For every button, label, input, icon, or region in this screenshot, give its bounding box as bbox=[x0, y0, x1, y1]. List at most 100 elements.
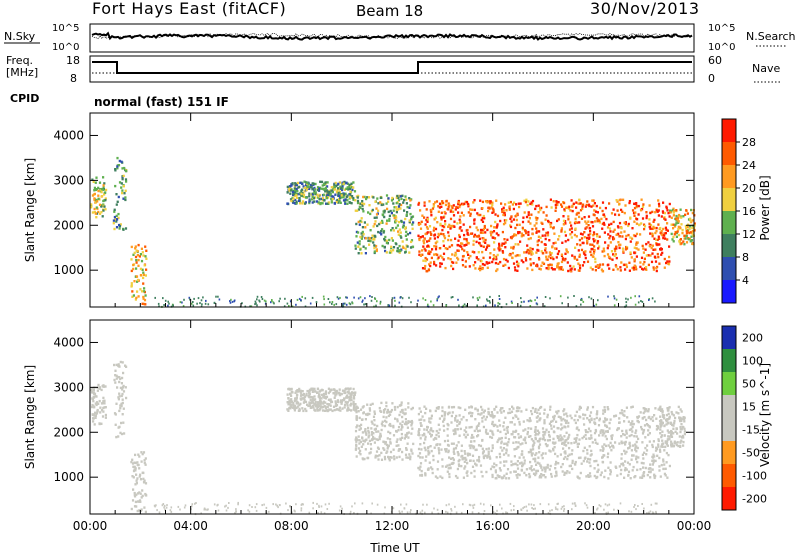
echo-cell bbox=[373, 419, 376, 422]
echo-cell bbox=[235, 508, 237, 511]
echo-cell bbox=[452, 458, 455, 461]
echo-cell bbox=[479, 502, 482, 505]
echo-cell bbox=[482, 415, 485, 418]
echo-cell bbox=[275, 503, 277, 506]
echo-cell bbox=[464, 465, 467, 468]
echo-cell bbox=[380, 451, 383, 455]
echo-cell bbox=[118, 365, 121, 368]
echo-cell bbox=[665, 228, 668, 231]
echo-cell bbox=[535, 463, 538, 466]
echo-cell bbox=[582, 449, 585, 453]
echo-cell bbox=[165, 506, 168, 509]
echo-cell bbox=[136, 254, 139, 257]
echo-cell bbox=[661, 210, 664, 213]
echo-cell bbox=[547, 266, 550, 269]
echo-cell bbox=[630, 510, 633, 513]
echo-cell bbox=[333, 303, 335, 306]
echo-cell bbox=[113, 215, 116, 219]
echo-cell bbox=[92, 420, 95, 423]
echo-cell bbox=[551, 256, 554, 259]
echo-cell bbox=[501, 449, 504, 452]
echo-cell bbox=[132, 294, 135, 297]
echo-cell bbox=[598, 219, 601, 222]
echo-cell bbox=[93, 423, 96, 426]
echo-cell bbox=[563, 471, 566, 474]
echo-cell bbox=[293, 194, 296, 197]
echo-cell bbox=[420, 424, 423, 427]
echo-cell bbox=[132, 263, 135, 267]
echo-cell bbox=[484, 231, 487, 234]
echo-cell bbox=[648, 225, 651, 229]
echo-cell bbox=[97, 383, 100, 387]
echo-cell bbox=[398, 244, 401, 248]
echo-cell bbox=[693, 222, 696, 225]
echo-cell bbox=[375, 304, 377, 307]
echo-cell bbox=[357, 194, 360, 198]
echo-cell bbox=[661, 411, 664, 414]
echo-cell bbox=[461, 458, 464, 461]
echo-cell bbox=[308, 393, 311, 396]
echo-cell bbox=[417, 466, 420, 470]
echo-cell bbox=[567, 207, 570, 210]
echo-cell bbox=[550, 221, 553, 225]
echo-cell bbox=[137, 243, 140, 247]
echo-cell bbox=[333, 408, 336, 412]
echo-cell bbox=[104, 385, 107, 388]
echo-cell bbox=[540, 473, 543, 476]
echo-cell bbox=[536, 420, 539, 423]
echo-cell bbox=[560, 253, 563, 256]
echo-cell bbox=[588, 418, 591, 422]
echo-cell bbox=[320, 180, 324, 184]
echo-cell bbox=[566, 415, 569, 418]
echo-cell bbox=[541, 222, 544, 225]
echo-cell bbox=[620, 261, 623, 264]
echo-cell bbox=[303, 186, 306, 190]
echo-cell bbox=[500, 411, 503, 414]
echo-cell bbox=[289, 192, 292, 195]
echo-cell bbox=[499, 469, 502, 472]
echo-cell bbox=[399, 249, 402, 253]
echo-cell bbox=[398, 251, 401, 254]
echo-cell bbox=[352, 181, 355, 184]
echo-cell bbox=[474, 261, 477, 264]
echo-cell bbox=[135, 296, 138, 300]
echo-cell bbox=[580, 298, 582, 301]
echo-cell bbox=[385, 404, 388, 408]
echo-cell bbox=[352, 403, 355, 406]
echo-cell bbox=[409, 457, 412, 461]
echo-cell bbox=[639, 476, 642, 479]
echo-cell bbox=[317, 401, 320, 404]
echo-cell bbox=[316, 391, 319, 394]
echo-cell bbox=[668, 260, 671, 263]
echo-cell bbox=[192, 304, 195, 307]
echo-cell bbox=[311, 201, 314, 204]
echo-cell bbox=[556, 266, 559, 269]
echo-cell bbox=[483, 224, 486, 228]
echo-cell bbox=[513, 470, 516, 473]
echo-cell bbox=[489, 200, 492, 203]
echo-cell bbox=[162, 503, 165, 505]
echo-cell bbox=[218, 298, 221, 301]
echo-cell bbox=[630, 433, 633, 437]
echo-cell bbox=[659, 428, 662, 431]
echo-cell bbox=[604, 424, 607, 427]
echo-cell bbox=[429, 237, 432, 240]
echo-cell bbox=[400, 219, 403, 223]
echo-cell bbox=[286, 401, 289, 404]
echo-cell bbox=[477, 258, 480, 261]
echo-cell bbox=[499, 409, 502, 412]
echo-cell bbox=[402, 224, 405, 227]
echo-cell bbox=[615, 247, 618, 250]
echo-cell bbox=[320, 187, 323, 190]
echo-cell bbox=[420, 469, 423, 473]
echo-cell bbox=[315, 301, 318, 304]
echo-cell bbox=[678, 435, 681, 438]
echo-cell bbox=[553, 430, 556, 434]
echo-cell bbox=[465, 304, 468, 307]
echo-cell bbox=[306, 185, 309, 188]
echo-cell bbox=[518, 406, 521, 410]
echo-cell bbox=[595, 459, 598, 463]
echo-cell bbox=[637, 248, 640, 251]
echo-cell bbox=[295, 200, 298, 203]
